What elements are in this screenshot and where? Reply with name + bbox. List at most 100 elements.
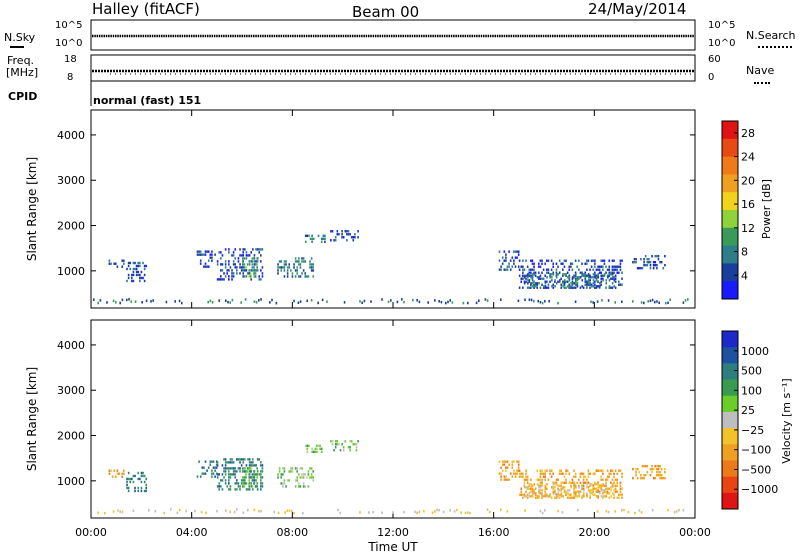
data-cell <box>523 282 526 285</box>
data-cell <box>307 275 310 278</box>
data-cell <box>548 299 550 303</box>
data-cell <box>552 490 555 493</box>
data-cell <box>619 262 622 265</box>
data-cell <box>576 495 579 498</box>
data-cell <box>505 253 507 256</box>
data-cell <box>578 276 580 279</box>
data-cell <box>633 260 636 264</box>
data-cell <box>654 263 657 267</box>
data-cell <box>555 274 558 277</box>
data-cell <box>126 267 128 271</box>
data-cell <box>568 274 571 277</box>
data-cell <box>302 260 305 263</box>
data-cell <box>590 283 593 286</box>
data-cell <box>599 285 601 288</box>
data-patch <box>518 259 623 289</box>
data-cell <box>500 475 502 478</box>
data-cell <box>533 283 535 286</box>
data-cell <box>651 470 653 474</box>
data-cell <box>552 283 555 286</box>
data-cell <box>586 280 588 283</box>
freq-label-line2: [MHz] <box>6 66 39 79</box>
data-cell <box>520 493 523 496</box>
data-cell <box>541 301 544 305</box>
data-cell <box>595 495 598 498</box>
data-cell <box>505 259 507 262</box>
data-cell <box>333 449 335 452</box>
data-cell <box>589 472 591 475</box>
data-cell <box>236 272 238 275</box>
data-cell <box>232 272 235 275</box>
data-cell <box>640 301 643 304</box>
data-cell <box>547 271 550 274</box>
data-cell <box>283 266 286 269</box>
data-cell <box>614 265 617 268</box>
data-cell <box>544 274 547 277</box>
data-cell <box>539 475 542 478</box>
data-patch <box>330 440 359 452</box>
data-cell <box>539 286 542 289</box>
data-cell <box>306 444 309 447</box>
data-cell <box>570 484 572 487</box>
data-cell <box>597 276 600 279</box>
data-cell <box>592 279 595 282</box>
data-cell <box>560 277 563 280</box>
data-cell <box>126 480 128 484</box>
data-cell <box>618 469 620 472</box>
data-cell <box>508 463 510 466</box>
data-cell <box>594 483 596 486</box>
data-cell <box>555 495 558 498</box>
data-cell <box>648 260 650 264</box>
data-cell <box>541 484 543 487</box>
data-cell <box>214 253 216 256</box>
data-cell <box>591 483 593 486</box>
data-cell <box>127 273 130 277</box>
data-cell <box>543 495 545 498</box>
colorbar-segment <box>722 174 738 193</box>
data-cell <box>565 478 567 481</box>
data-cell <box>218 482 221 485</box>
data-cell <box>199 259 202 262</box>
data-cell <box>283 269 286 272</box>
data-cell <box>544 495 547 498</box>
data-cell <box>283 260 286 263</box>
data-cell <box>527 273 529 276</box>
data-cell <box>523 276 526 279</box>
data-cell <box>218 473 221 476</box>
data-cell <box>316 450 318 453</box>
data-cell <box>530 282 532 285</box>
data-cell <box>606 469 609 472</box>
data-cell <box>656 464 658 468</box>
data-cell <box>600 487 603 490</box>
data-cell <box>372 510 374 514</box>
data-cell <box>232 467 235 470</box>
data-cell <box>611 276 614 279</box>
colorbar-tick-label: 20 <box>741 174 755 187</box>
data-cell <box>589 495 592 498</box>
data-cell <box>121 298 124 302</box>
data-cell <box>563 481 566 484</box>
data-cell <box>203 472 205 475</box>
data-cell <box>616 490 619 493</box>
data-cell <box>500 268 502 271</box>
data-cell <box>613 496 615 499</box>
data-cell <box>535 285 537 288</box>
data-cell <box>505 256 507 259</box>
data-cell <box>600 259 603 262</box>
data-cell <box>347 230 350 233</box>
data-cell <box>220 251 222 254</box>
data-cell <box>613 276 616 279</box>
data-cell <box>253 300 256 303</box>
data-cell <box>536 286 539 289</box>
data-patch <box>304 234 326 243</box>
data-cell <box>240 458 243 461</box>
data-cell <box>654 476 657 480</box>
data-cell <box>538 271 540 274</box>
data-cell <box>517 466 520 469</box>
data-cell <box>597 469 599 472</box>
colorbar-segment <box>722 227 738 247</box>
data-cell <box>568 481 571 484</box>
data-cell <box>534 283 537 286</box>
data-cell <box>646 260 649 264</box>
data-cell <box>551 285 553 288</box>
